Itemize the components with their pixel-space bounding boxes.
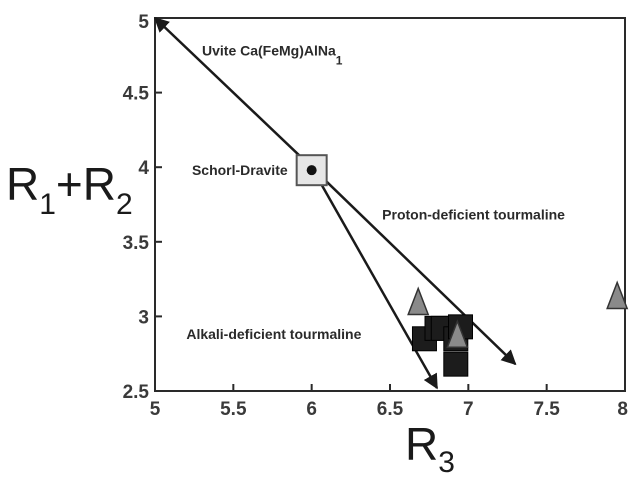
end-member-marker [295, 154, 328, 187]
x-tick-label: 5.5 [220, 399, 247, 420]
y-tick-label: 4.5 [123, 84, 150, 105]
annotations: Uvite Ca(FeMg)AlNa1 Schorl-Dravite Proton-… [186, 42, 565, 341]
y-axis-ticks: 2.5 3 3.5 4 4.5 5 [123, 12, 162, 403]
annotation-schorl-dravite: Schorl-Dravite [192, 162, 288, 178]
vector-uvite [153, 16, 313, 169]
data-point-square [443, 351, 469, 377]
y-axis-label: R1+R2 [6, 158, 133, 221]
data-point-triangle [606, 280, 629, 310]
x-tick-label: 5 [150, 399, 161, 420]
x-axis-label: R3 [405, 418, 455, 477]
y-tick-label: 3.5 [123, 233, 150, 254]
x-tick-label: 6 [306, 399, 317, 420]
x-tick-label: 7.5 [533, 399, 560, 420]
annotation-alkali-deficient: Alkali-deficient tourmaline [186, 326, 361, 342]
y-tick-label: 4 [138, 158, 149, 179]
end-member-dot [306, 165, 317, 176]
data-points [407, 280, 629, 377]
vector-proton [310, 166, 517, 366]
x-tick-label: 7 [463, 399, 474, 420]
y-tick-label: 5 [138, 12, 149, 33]
data-point-triangle [407, 286, 430, 316]
x-tick-label: 8 [617, 399, 628, 420]
vector-alkali [310, 166, 439, 390]
y-tick-label: 2.5 [123, 382, 150, 403]
annotation-uvite: Uvite Ca(FeMg)AlNa1 [202, 42, 343, 67]
x-axis-ticks: 5 5.5 6 6.5 7 7.5 8 [150, 384, 628, 420]
annotation-proton-deficient: Proton-deficient tourmaline [382, 206, 565, 222]
x-tick-label: 6.5 [377, 399, 404, 420]
data-point-triangle [446, 319, 469, 349]
y-tick-label: 3 [138, 307, 149, 328]
